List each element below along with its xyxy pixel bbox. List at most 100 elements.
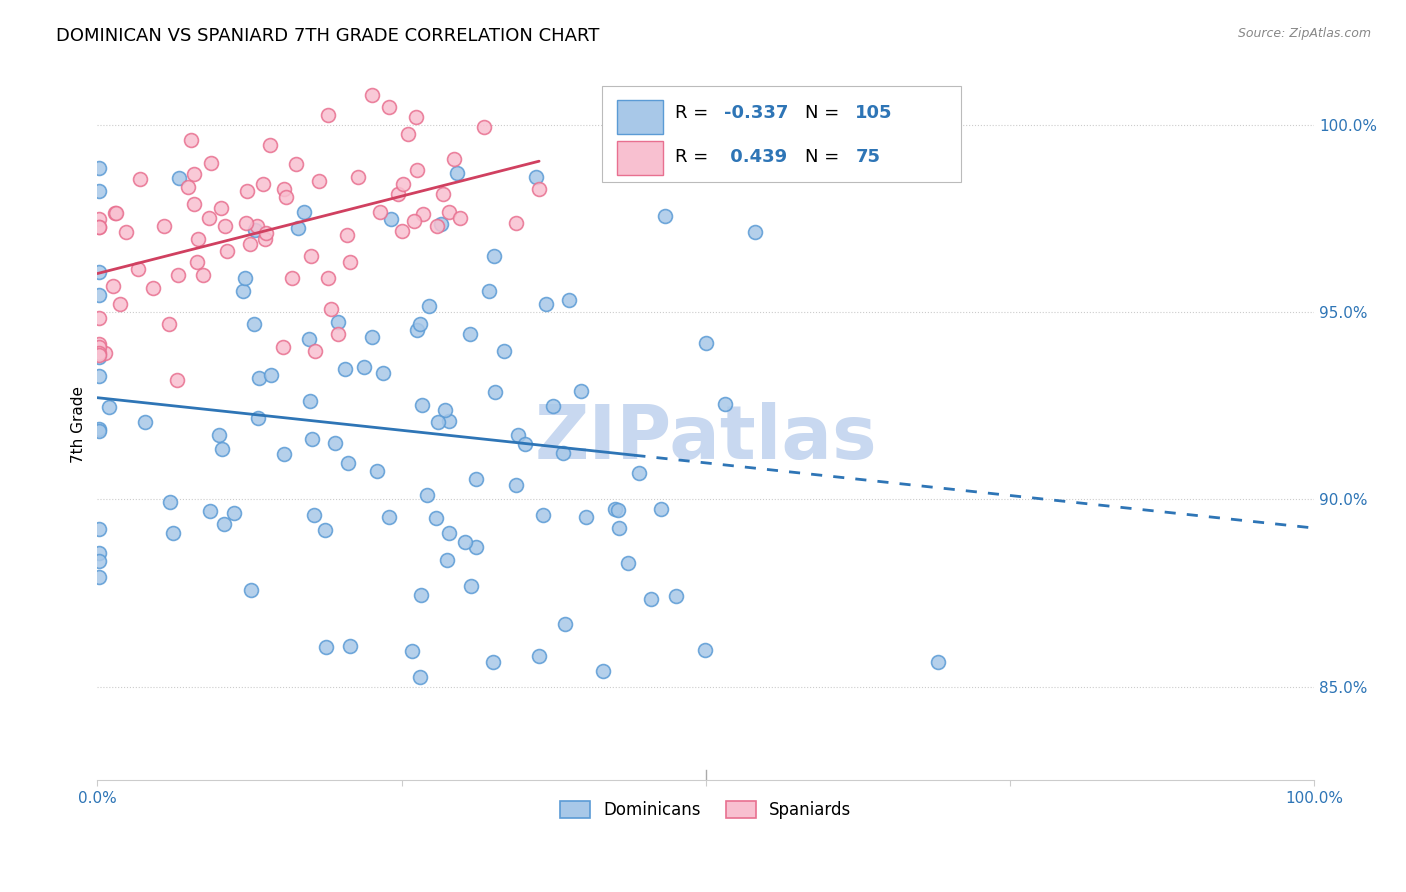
Text: 75: 75 (855, 148, 880, 167)
Point (396, 127, 419, 141)
Point (153, 219, 176, 234)
Point (506, 427, 529, 442)
Point (87, 212, 110, 227)
Point (401, 644, 423, 658)
Point (333, 361, 356, 376)
Point (460, 579, 482, 593)
Point (360, 330, 382, 344)
Point (426, 415, 449, 429)
Point (316, 271, 339, 285)
Point (326, 315, 349, 329)
Point (276, 190, 298, 204)
FancyBboxPatch shape (602, 87, 962, 182)
Point (406, 163, 429, 178)
Text: -0.337: -0.337 (724, 104, 789, 122)
Point (233, 271, 256, 285)
Point (299, 249, 322, 263)
Point (103, 279, 125, 293)
Point (239, 582, 262, 597)
Point (141, 281, 163, 295)
Point (87, 346, 110, 360)
Point (744, 225, 766, 239)
Point (222, 506, 245, 520)
Point (301, 432, 323, 446)
Point (378, 509, 401, 524)
Point (254, 226, 277, 240)
Point (87, 184, 110, 198)
Point (214, 219, 236, 233)
Text: N =: N = (806, 148, 845, 167)
Point (87, 161, 110, 176)
Point (259, 137, 281, 152)
Point (87, 265, 110, 279)
Point (575, 509, 598, 524)
Point (665, 590, 688, 604)
Point (409, 318, 432, 332)
Point (554, 616, 576, 631)
Point (527, 648, 550, 663)
Point (87, 336, 110, 351)
Point (437, 205, 460, 219)
Point (430, 217, 453, 231)
Point (695, 643, 717, 657)
Point (339, 639, 361, 653)
Point (478, 284, 501, 298)
Point (482, 655, 505, 669)
Point (436, 552, 458, 566)
Point (449, 211, 471, 225)
Point (87, 348, 110, 362)
Point (458, 326, 481, 341)
Point (443, 152, 465, 166)
Point (446, 166, 468, 180)
Point (404, 214, 426, 228)
Point (416, 488, 439, 502)
Point (433, 403, 456, 417)
Point (603, 502, 626, 516)
Point (387, 186, 409, 201)
Point (377, 99, 399, 113)
Point (361, 87, 384, 102)
Point (368, 204, 391, 219)
Point (505, 477, 527, 491)
Point (412, 207, 434, 221)
Point (406, 323, 429, 337)
Legend: Dominicans, Spaniards: Dominicans, Spaniards (554, 794, 858, 825)
Point (87, 350, 110, 364)
Point (336, 227, 359, 242)
Point (569, 384, 592, 399)
Point (94, 345, 117, 359)
Point (558, 293, 581, 308)
Point (187, 231, 209, 245)
Point (273, 182, 295, 196)
Point (316, 108, 339, 122)
Point (232, 284, 254, 298)
Point (87, 311, 110, 326)
Point (235, 216, 257, 230)
Point (347, 169, 370, 184)
Point (271, 340, 294, 354)
Point (405, 110, 427, 124)
Text: Source: ZipAtlas.com: Source: ZipAtlas.com (1237, 27, 1371, 40)
Point (650, 502, 672, 516)
Point (616, 556, 638, 570)
Point (411, 588, 433, 602)
Point (108, 297, 131, 311)
Point (211, 442, 233, 456)
Point (243, 318, 266, 332)
Text: DOMINICAN VS SPANIARD 7TH GRADE CORRELATION CHART: DOMINICAN VS SPANIARD 7TH GRADE CORRELAT… (56, 27, 599, 45)
Point (245, 223, 267, 237)
Point (159, 494, 181, 508)
Point (484, 249, 506, 263)
Text: ZIPatlas: ZIPatlas (534, 402, 877, 475)
Point (640, 592, 662, 607)
Point (177, 180, 200, 194)
Point (134, 415, 156, 429)
Point (302, 508, 325, 522)
Point (166, 373, 188, 387)
Point (200, 155, 222, 169)
Point (336, 456, 359, 470)
Point (314, 523, 336, 537)
Text: R =: R = (675, 148, 714, 167)
Point (292, 205, 315, 219)
Point (246, 219, 269, 233)
